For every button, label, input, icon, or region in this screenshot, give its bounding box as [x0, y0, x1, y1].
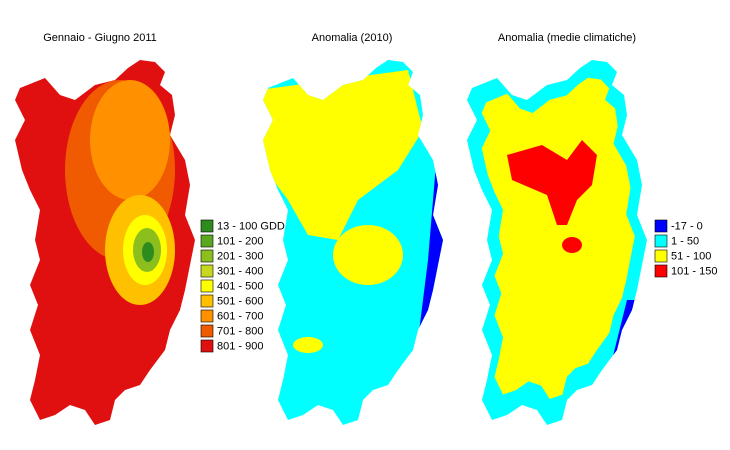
- map-gdd: [15, 60, 195, 425]
- zone: [293, 337, 323, 353]
- legend-label: 13 - 100 GDD: [217, 220, 285, 232]
- legend-swatch: [200, 294, 214, 308]
- legend-label: 701 - 800: [217, 325, 263, 337]
- zone: [142, 242, 154, 262]
- zone: [507, 140, 597, 225]
- legend-label: 101 - 150: [671, 265, 717, 277]
- legend-label: 51 - 100: [671, 250, 711, 262]
- zone: [90, 80, 170, 200]
- legend-swatch: [200, 324, 214, 338]
- map-anomaly-2010: [263, 60, 443, 425]
- legend-swatch: [654, 264, 668, 278]
- legend-label: 301 - 400: [217, 265, 263, 277]
- legend-swatch: [200, 339, 214, 353]
- legend-label: 501 - 600: [217, 295, 263, 307]
- legend-swatch: [200, 219, 214, 233]
- legend-swatch: [200, 309, 214, 323]
- map-title: Gennaio - Giugno 2011: [43, 32, 157, 44]
- legend-swatch: [200, 279, 214, 293]
- legend-swatch: [654, 219, 668, 233]
- legend: 13 - 100 GDD 101 - 200 201 - 300 301 - 400 4…: [200, 219, 285, 353]
- legend-swatch: [200, 234, 214, 248]
- zone: [333, 225, 403, 285]
- legend-swatch: [654, 249, 668, 263]
- legend-label: 1 - 50: [671, 235, 699, 247]
- map-title: Anomalia (medie climatiche): [498, 32, 636, 44]
- legend-label: 801 - 900: [217, 340, 263, 352]
- legend-label: 601 - 700: [217, 310, 263, 322]
- zone: [263, 70, 423, 240]
- legend: -17 - 0 1 - 50 51 - 100 101 - 150: [654, 219, 717, 278]
- legend-swatch: [654, 234, 668, 248]
- legend-label: 201 - 300: [217, 250, 263, 262]
- legend-swatch: [200, 249, 214, 263]
- legend-swatch: [200, 264, 214, 278]
- zone: [562, 237, 582, 253]
- map-title: Anomalia (2010): [312, 32, 393, 44]
- legend-label: 401 - 500: [217, 280, 263, 292]
- map-anomaly-climate: [467, 60, 647, 425]
- legend-label: 101 - 200: [217, 235, 263, 247]
- legend-label: -17 - 0: [671, 220, 703, 232]
